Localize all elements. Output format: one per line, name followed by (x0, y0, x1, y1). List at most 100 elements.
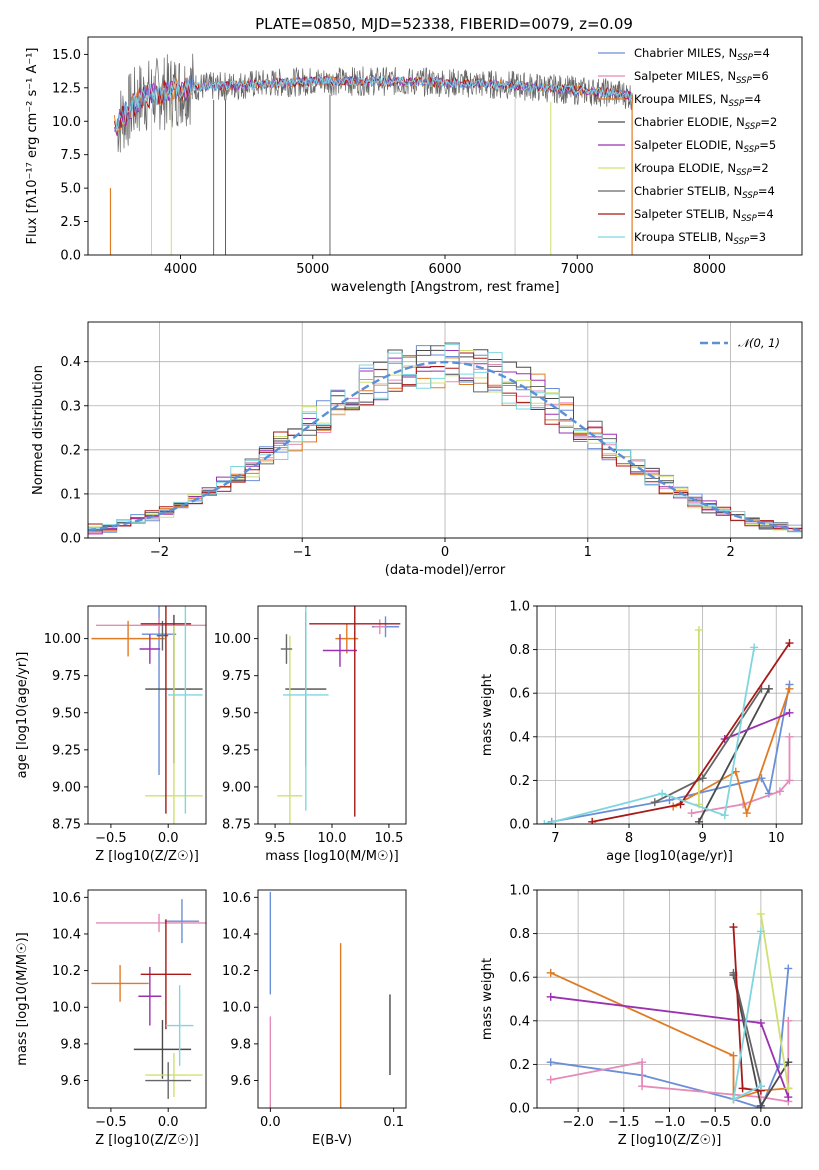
x-axis-label: E(B-V) (312, 1133, 352, 1148)
legend-label: Salpeter STELIB, NSSP=4 (634, 207, 774, 224)
errorbar-point (91, 965, 149, 1002)
y-tick-label: 9.00 (52, 780, 81, 795)
weight-marker (546, 968, 555, 977)
plot-area-age_vs_z (91, 606, 206, 824)
axes-age_vs_mass: 9.5 10.0 10.5 8.75 9.00 9.25 9.50 9.75 10.00 mass… (214, 605, 407, 864)
x-tick-label: −1.5 (608, 1115, 640, 1130)
errorbar-point (145, 1062, 192, 1099)
x-tick-label: −2.0 (562, 1115, 594, 1130)
y-tick-label: 9.8 (60, 1037, 81, 1052)
weight-series (550, 968, 790, 1108)
plot-area-weight_vs_age (540, 625, 794, 824)
weight-marker (756, 1018, 765, 1027)
x-tick-label: 9.5 (265, 831, 286, 846)
y-tick-label: 0.4 (60, 355, 81, 370)
errorbar-point (374, 619, 386, 635)
y-tick-label: 12.5 (52, 81, 81, 96)
x-tick-label: 8 (625, 831, 633, 846)
y-tick-label: 9.75 (52, 669, 81, 684)
weight-marker (546, 1075, 555, 1084)
y-tick-label: 9.25 (52, 743, 81, 758)
x-tick-label: 8000 (693, 262, 726, 277)
y-tick-label: 0.1 (60, 487, 81, 502)
y-tick-label: 9.00 (222, 780, 251, 795)
legend-label: Chabrier STELIB, NSSP=4 (634, 184, 775, 201)
weight-marker (638, 1058, 647, 1067)
y-tick-label: 0.8 (509, 927, 530, 942)
weight-series (698, 688, 770, 823)
y-tick-label: 9.75 (222, 669, 251, 684)
x-tick-label: −0.5 (95, 831, 127, 846)
y-tick-label: 10.4 (52, 927, 81, 942)
weight-marker (784, 1016, 793, 1025)
legend-label: Salpeter ELODIE, NSSP=5 (634, 138, 776, 155)
weight-marker (785, 708, 794, 717)
residuals-legend: 𝒩(0, 1) (700, 336, 780, 350)
legend-label: Kroupa MILES, NSSP=4 (634, 92, 761, 109)
y-tick-label: 10.6 (52, 891, 81, 906)
weight-marker (785, 639, 794, 648)
weight-marker (750, 643, 759, 652)
x-tick-label: 4000 (164, 262, 197, 277)
x-tick-label: 7000 (561, 262, 594, 277)
y-tick-label: 0.2 (509, 1058, 530, 1073)
x-tick-label: 6000 (428, 262, 461, 277)
errorbar-point (168, 606, 203, 814)
y-tick-label: 10.0 (52, 1001, 81, 1016)
x-tick-label: 10.5 (374, 831, 403, 846)
weight-marker (785, 776, 794, 785)
y-tick-label: 9.6 (230, 1074, 251, 1089)
y-tick-label: 15.0 (52, 48, 81, 63)
legend-label: Salpeter MILES, NSSP=6 (634, 69, 769, 86)
errorbar-point (96, 913, 206, 933)
errorbar-point (140, 919, 192, 1030)
weight-marker (650, 798, 659, 807)
weight-marker (698, 774, 707, 783)
spectrum-legend: Chabrier MILES, NSSP=4 Salpeter MILES, NS… (598, 46, 777, 247)
weight-marker (785, 732, 794, 741)
errorbar-point (145, 625, 203, 824)
y-tick-label: 10.2 (52, 964, 81, 979)
weight-marker (729, 923, 738, 932)
errorbar-point (141, 606, 177, 776)
weight-marker (694, 817, 703, 824)
weight-series (544, 647, 756, 824)
y-tick-label: 0.6 (509, 971, 530, 986)
axes-weight_vs_age: 7 8 9 10 0.0 0.2 0.4 0.6 0.8 1.0 age [log10(age/yr… (480, 600, 803, 864)
plot-area-weight_vs_z (546, 909, 793, 1108)
y-axis-label: mass weight (480, 958, 495, 1040)
x-axis-label: Z [log10(Z/Z☉)] (95, 1133, 199, 1148)
weight-marker (729, 1051, 738, 1060)
y-tick-label: 5.0 (60, 182, 81, 197)
errorbar-point (133, 1020, 192, 1079)
errorbar-point (283, 606, 329, 811)
weight-marker (658, 789, 667, 798)
axes-residuals: −2 −1 0 1 2 0.0 0.1 0.2 0.3 0.4 (data-model)/error… (31, 321, 803, 578)
weight-marker (756, 1082, 765, 1091)
y-tick-label: 0.0 (60, 249, 81, 264)
x-axis-label: age [log10(age/yr)] (606, 849, 733, 864)
weight-marker (784, 1093, 793, 1102)
axes-frame (257, 889, 407, 1109)
weight-series (672, 688, 791, 817)
weight-marker (546, 1058, 555, 1067)
weight-marker (687, 809, 696, 818)
y-tick-label: 10.2 (222, 964, 251, 979)
x-tick-label: −1 (293, 545, 312, 560)
y-axis-label: mass [log10(M/M☉)] (15, 932, 30, 1065)
legend-label: 𝒩(0, 1) (738, 336, 780, 350)
x-tick-label: 0.0 (751, 1115, 772, 1130)
legend-label: Chabrier MILES, NSSP=4 (634, 46, 770, 63)
plot-area-age_vs_mass (277, 606, 401, 824)
errorbar-point (164, 899, 200, 944)
weight-marker (756, 1101, 765, 1108)
plot-area-mass_vs_z (91, 899, 206, 1099)
x-tick-label: 0.0 (158, 831, 179, 846)
x-tick-label: 5000 (296, 262, 329, 277)
axes-frame (87, 889, 207, 1109)
y-tick-label: 0.0 (509, 818, 530, 833)
y-tick-label: 0.2 (60, 443, 81, 458)
x-tick-label: 0.1 (383, 1115, 404, 1130)
axes-frame (536, 605, 803, 825)
